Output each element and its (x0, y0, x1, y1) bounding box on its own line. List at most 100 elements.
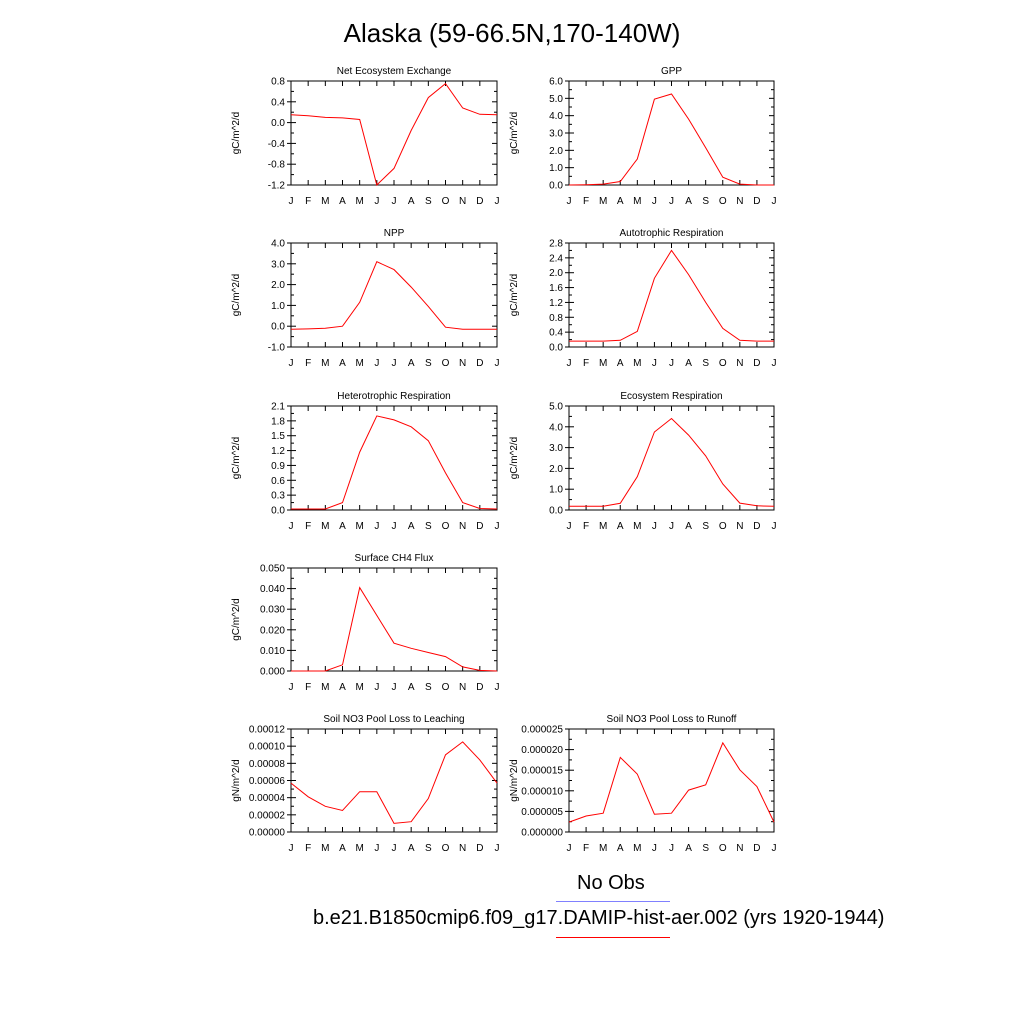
x-tick-label: N (459, 196, 466, 207)
x-tick-label: S (425, 358, 432, 369)
y-tick-label: 0.00010 (249, 742, 286, 753)
plot-frame (568, 405, 775, 511)
y-tick-label: 0.3 (271, 491, 285, 502)
x-tick-label: A (617, 521, 624, 532)
y-tick-label: 0.4 (549, 328, 563, 339)
y-tick-label: 3.0 (549, 443, 563, 454)
y-tick-label: 2.0 (549, 464, 563, 475)
x-tick-label: F (305, 843, 311, 854)
y-axis-label: gC/m^2/d (231, 598, 242, 641)
y-tick-label: 2.0 (549, 146, 563, 157)
y-tick-label: 0.030 (260, 605, 285, 616)
y-tick-label: 0.040 (260, 584, 285, 595)
x-tick-label: J (495, 843, 500, 854)
x-tick-label: D (476, 358, 483, 369)
y-tick-label: 0.00008 (249, 759, 286, 770)
x-tick-label: D (753, 358, 760, 369)
y-tick-label: 2.1 (271, 402, 285, 413)
panel-title: Heterotrophic Respiration (337, 391, 450, 402)
x-tick-label: F (583, 358, 589, 369)
y-axis-label: gC/m^2/d (231, 274, 242, 317)
x-tick-label: O (442, 843, 450, 854)
chart-panel-4: Autotrophic Respiration gC/m^2/d 0.0 0.4 0.8… (509, 228, 777, 369)
y-tick-label: 1.5 (271, 431, 285, 442)
x-tick-label: J (495, 196, 500, 207)
chart-panel-8: Soil NO3 Pool Loss to Leaching gN/m^2/d 0.… (231, 714, 500, 854)
x-tick-label: A (617, 196, 624, 207)
plot-frame (568, 80, 775, 186)
y-tick-label: 4.0 (271, 239, 285, 250)
y-tick-label: 1.0 (549, 163, 563, 174)
x-tick-label: J (772, 358, 777, 369)
x-tick-label: M (599, 843, 607, 854)
y-tick-label: 0.0 (549, 181, 563, 192)
x-tick-label: J (392, 682, 397, 693)
x-tick-label: A (339, 843, 346, 854)
y-tick-label: 0.020 (260, 625, 285, 636)
y-tick-label: 0.8 (271, 77, 285, 88)
y-tick-label: 0.000015 (521, 766, 563, 777)
x-tick-label: A (408, 358, 415, 369)
x-tick-label: M (355, 196, 363, 207)
x-tick-label: M (633, 358, 641, 369)
y-tick-label: 4.0 (549, 111, 563, 122)
series-line (568, 741, 775, 823)
y-tick-label: 0.0 (549, 343, 563, 354)
y-tick-label: 0.010 (260, 646, 285, 657)
x-tick-label: J (567, 196, 572, 207)
x-tick-label: N (459, 682, 466, 693)
y-tick-label: -1.2 (268, 181, 286, 192)
x-tick-label: F (305, 358, 311, 369)
x-tick-label: S (425, 521, 432, 532)
series-line (569, 249, 774, 342)
x-tick-label: J (669, 358, 674, 369)
chart-panel-6: Ecosystem Respiration gC/m^2/d 0.0 1.0 2.0 3.… (509, 391, 777, 532)
y-tick-label: -0.4 (268, 139, 286, 150)
y-tick-label: 0.000005 (521, 807, 563, 818)
y-tick-label: 1.0 (271, 301, 285, 312)
y-axis-label: gN/m^2/d (509, 759, 520, 802)
x-tick-label: M (355, 682, 363, 693)
x-tick-label: M (321, 682, 329, 693)
x-tick-label: O (719, 843, 727, 854)
x-tick-label: D (476, 521, 483, 532)
x-tick-label: J (567, 843, 572, 854)
y-tick-label: 1.2 (549, 298, 563, 309)
y-tick-label: 1.8 (271, 416, 285, 427)
y-tick-label: 0.00004 (249, 793, 286, 804)
x-tick-label: J (652, 196, 657, 207)
x-tick-label: J (374, 358, 379, 369)
plot-frame (568, 242, 775, 348)
plot-frame (290, 80, 498, 186)
x-tick-label: J (289, 843, 294, 854)
y-tick-label: -0.8 (268, 160, 286, 171)
y-tick-label: 0.000000 (521, 828, 563, 839)
y-tick-label: 3.0 (549, 129, 563, 140)
series-line (291, 586, 498, 672)
x-tick-label: N (736, 843, 743, 854)
x-tick-label: D (753, 521, 760, 532)
y-tick-label: 0.00012 (249, 725, 286, 736)
x-tick-label: A (685, 843, 692, 854)
x-tick-label: D (476, 843, 483, 854)
x-tick-label: J (772, 196, 777, 207)
x-tick-label: A (617, 358, 624, 369)
y-tick-label: 3.0 (271, 259, 285, 270)
x-tick-label: J (495, 682, 500, 693)
x-tick-label: O (442, 358, 450, 369)
x-tick-label: A (339, 521, 346, 532)
x-tick-label: J (392, 196, 397, 207)
x-tick-label: D (753, 843, 760, 854)
legend-model-label: b.e21.B1850cmip6.f09_g17.DAMIP-hist-aer.… (313, 907, 885, 929)
x-tick-label: N (736, 521, 743, 532)
x-tick-label: F (583, 843, 589, 854)
panel-title: Surface CH4 Flux (355, 553, 434, 564)
y-tick-label: 0.000025 (521, 725, 563, 736)
x-tick-label: M (633, 196, 641, 207)
y-axis-label: gC/m^2/d (231, 112, 242, 155)
x-tick-label: J (374, 843, 379, 854)
x-tick-label: J (772, 521, 777, 532)
panel-title: Net Ecosystem Exchange (337, 66, 452, 77)
